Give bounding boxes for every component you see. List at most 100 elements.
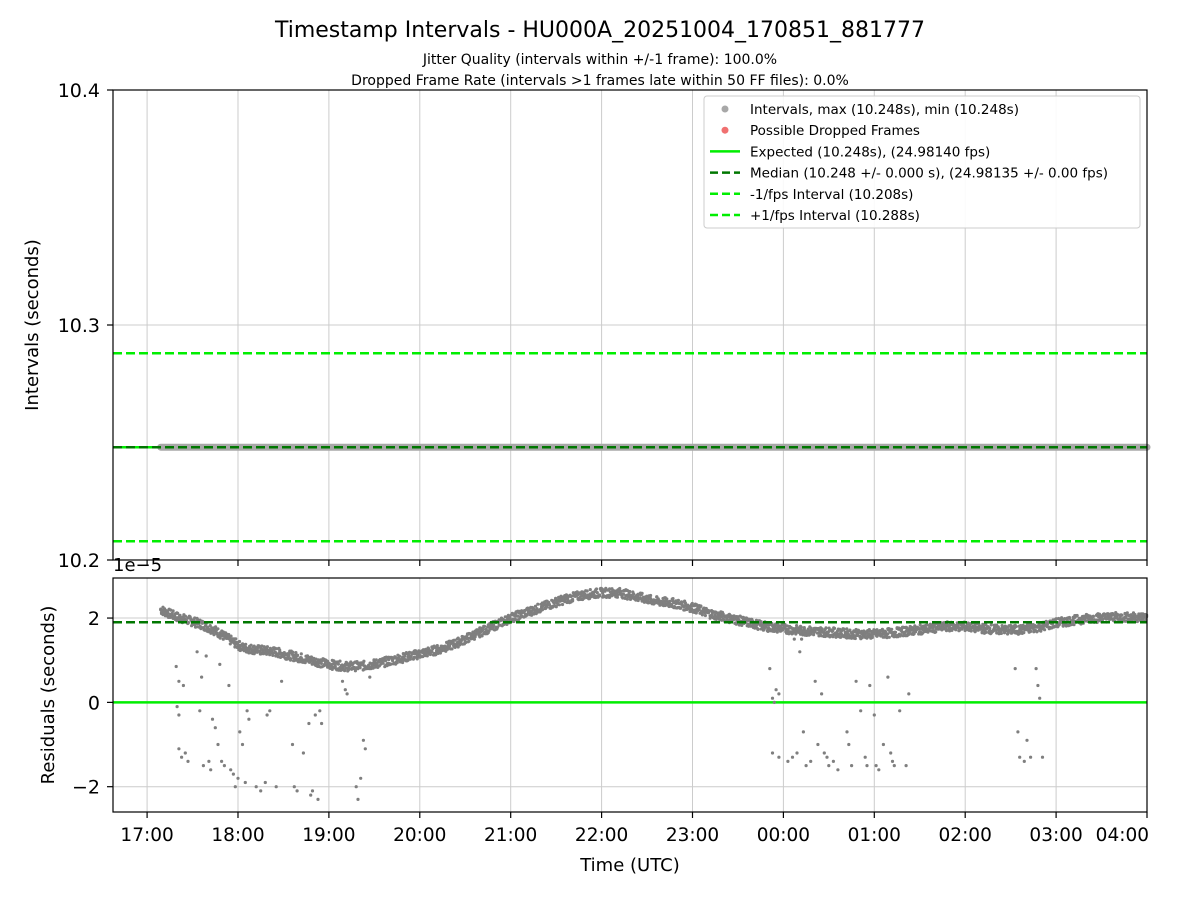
residual-point-921 (514, 618, 518, 622)
residual-point-2214 (1014, 625, 1018, 629)
residual-point-818 (475, 631, 479, 635)
residual-point-2099 (969, 628, 973, 633)
residual-point-1883 (886, 632, 890, 636)
residual-outlier-80 (827, 764, 831, 768)
residuals-y-axis-label: Residuals (seconds) (38, 606, 59, 785)
residual-point-1658 (799, 625, 803, 629)
residual-point-897 (505, 622, 509, 627)
residual-point-195 (234, 637, 238, 641)
residual-outlier-42 (301, 751, 305, 755)
xtick-label-2: 19:00 (302, 825, 355, 846)
intervals-y-ticks: 10.2 10.3 10.4 (58, 80, 113, 572)
residual-outlier-16 (210, 717, 215, 721)
residual-outlier-24 (231, 772, 235, 776)
residual-point-1611 (781, 628, 785, 632)
residual-point-72 (186, 620, 191, 625)
residual-outlier-91 (872, 713, 876, 717)
residual-outlier-3 (175, 705, 179, 709)
residual-outlier-95 (886, 675, 890, 679)
residuals-x-ticks: 17:00 18:00 19:00 20:00 21:00 22:00 23:00 00:00… (120, 812, 1149, 846)
residual-point-220 (244, 642, 248, 647)
residual-outlier-75 (813, 679, 817, 683)
residual-point-1358 (683, 601, 688, 605)
residual-point-2136 (984, 630, 988, 635)
residual-point-1843 (870, 634, 874, 638)
residual-point-970 (533, 604, 538, 608)
residual-outlier-108 (1034, 667, 1038, 671)
residual-outlier-35 (265, 713, 269, 717)
residual-outlier-98 (892, 764, 896, 768)
residual-outlier-111 (1040, 755, 1045, 759)
residual-outlier-21 (222, 764, 226, 768)
residual-outlier-51 (343, 688, 347, 692)
residual-outlier-93 (877, 768, 881, 772)
residual-point-1189 (618, 586, 622, 591)
residual-point-1876 (883, 630, 888, 634)
residual-outlier-2 (181, 683, 185, 688)
residual-outlier-101 (907, 692, 911, 696)
residual-outlier-76 (816, 742, 820, 747)
residual-point-2065 (956, 623, 960, 628)
legend-entry-5: +1/fps Interval (10.288s) (710, 208, 920, 224)
chart-subtitle-jitter: Jitter Quality (intervals within +/-1 fr… (422, 52, 777, 68)
residual-outlier-82 (836, 768, 840, 772)
residual-point-147 (215, 631, 219, 635)
residual-point-976 (536, 602, 540, 606)
residual-point-355 (295, 653, 300, 657)
xtick-label-4: 21:00 (484, 825, 537, 846)
residual-point-30 (170, 611, 174, 616)
residual-point-1757 (837, 632, 841, 636)
residual-outlier-94 (881, 742, 886, 747)
residual-outlier-68 (795, 751, 799, 755)
residual-point-1438 (714, 617, 718, 622)
xtick-label-10: 03:00 (1029, 825, 1082, 846)
residual-point-1130 (595, 591, 599, 595)
residual-point-2438 (1101, 618, 1105, 622)
residual-point-1041 (560, 602, 565, 607)
residual-point-2353 (1067, 615, 1071, 620)
residual-point-1886 (887, 635, 891, 639)
residual-point-2234 (1022, 631, 1026, 635)
residual-outlier-102 (1013, 667, 1017, 671)
residuals-ytick-label-2: 2 (88, 608, 100, 630)
residual-outlier-37 (274, 785, 278, 789)
residual-outlier-55 (359, 776, 363, 780)
residual-point-51 (178, 614, 182, 618)
residual-point-649 (409, 655, 413, 659)
residual-outlier-99 (898, 709, 902, 713)
residual-outlier-7 (183, 751, 187, 755)
residual-outlier-57 (363, 747, 367, 751)
xtick-label-3: 20:00 (393, 825, 446, 846)
residual-point-2111 (974, 628, 978, 632)
residual-outlier-87 (859, 709, 863, 713)
residuals-series (113, 586, 1149, 802)
residual-outlier-106 (1025, 738, 1029, 742)
residual-point-128 (208, 624, 212, 628)
residual-outlier-52 (345, 692, 349, 696)
residual-point-1183 (615, 595, 620, 599)
residual-outlier-56 (361, 738, 365, 742)
residual-outlier-26 (236, 776, 240, 780)
residual-outlier-25 (233, 785, 237, 789)
residuals-panel: −2 0 2 17:00 18:00 19:00 20:00 21:00 22:00 23:00… (38, 555, 1149, 876)
residual-point-204 (237, 639, 242, 644)
residual-point-2502 (1125, 611, 1129, 615)
residual-point-863 (492, 623, 496, 627)
residual-outlier-84 (847, 742, 851, 747)
residual-point-1001 (545, 605, 549, 609)
residual-outlier-107 (1029, 755, 1033, 759)
residual-point-526 (362, 659, 366, 663)
residual-point-2253 (1029, 629, 1033, 634)
residual-point-476 (343, 669, 347, 673)
residual-point-465 (338, 659, 342, 663)
residual-point-2195 (1006, 631, 1010, 635)
residual-outlier-8 (186, 759, 190, 764)
residual-outlier-86 (854, 679, 858, 683)
residual-point-905 (508, 615, 512, 620)
residual-outlier-0 (174, 664, 178, 669)
residual-point-276 (265, 645, 269, 649)
residual-point-1967 (918, 627, 922, 631)
residual-outlier-96 (889, 751, 893, 755)
residual-point-1403 (700, 613, 705, 617)
residual-point-618 (397, 654, 402, 658)
